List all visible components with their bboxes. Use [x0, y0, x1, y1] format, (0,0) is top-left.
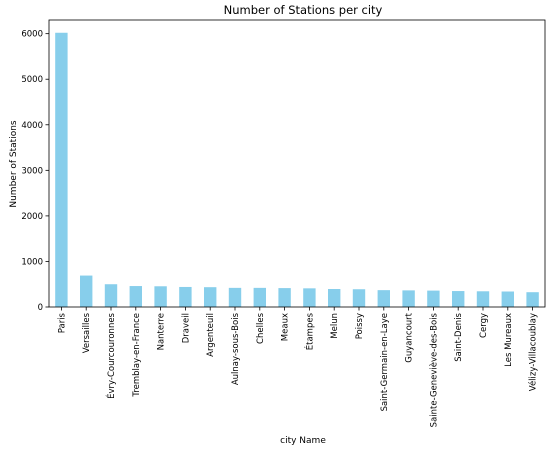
x-tick-label-12: Poissy [355, 313, 365, 339]
x-axis: Paris Versailles Évry-Courcouronnes Trembla… [57, 307, 539, 427]
y-tick-label-5: 5000 [21, 75, 43, 85]
x-tick-label-1: Versailles [82, 312, 92, 353]
y-axis-label: Number of Stations [9, 120, 19, 208]
y-tick-label-1: 1000 [21, 257, 43, 267]
y-tick-label-2: 2000 [21, 212, 43, 222]
x-tick-label-10: Étampes [303, 312, 315, 350]
x-axis-label: city Name [280, 436, 326, 446]
bars-group [55, 32, 539, 307]
x-tick-label-9: Meaux [281, 313, 291, 341]
x-tick-label-3: Tremblay-en-France [132, 313, 142, 398]
x-tick-label-0: Paris [57, 312, 67, 333]
plot-frame [48, 19, 546, 308]
y-axis: 0 1000 2000 3000 4000 5000 6000 [21, 30, 49, 313]
x-tick-label-6: Argenteuil [206, 313, 216, 357]
bar-3 [129, 286, 142, 307]
bar-5 [179, 286, 192, 307]
bar-2 [104, 284, 118, 307]
x-tick-label-8: Chelles [256, 312, 266, 344]
x-tick-label-4: Nanterre [157, 313, 167, 350]
x-tick-label-16: Saint-Denis [454, 312, 464, 361]
y-tick-label-0: 0 [38, 303, 43, 313]
x-tick-label-17: Cergy [479, 313, 489, 338]
x-tick-label-13: Saint-Germain-en-Laye [380, 313, 390, 411]
x-tick-label-7: Aulnay-sous-Bois [231, 312, 241, 385]
x-tick-label-14: Guyancourt [405, 312, 415, 362]
x-tick-label-15: Sainte-Geneviève-des-Bois [428, 312, 439, 427]
x-tick-label-11: Melun [330, 313, 340, 339]
y-tick-label-6: 6000 [21, 30, 43, 40]
x-tick-label-18: Les Mureaux [504, 313, 514, 367]
bar-1 [80, 275, 93, 307]
y-tick-label-3: 3000 [21, 166, 43, 176]
bar-17 [476, 291, 490, 307]
chart-title: Number of Stations per city [224, 3, 383, 17]
bar-13 [377, 290, 390, 307]
bar-18 [501, 291, 514, 307]
bar-14 [402, 290, 415, 307]
bar-8 [253, 287, 266, 307]
bar-15 [427, 290, 440, 307]
x-tick-label-19: Vélizy-Villacoublay [528, 313, 539, 391]
bar-12 [352, 289, 366, 307]
bar-9 [278, 288, 291, 307]
bar-0 [55, 32, 68, 307]
bar-11 [328, 289, 341, 307]
x-tick-label-5: Draveil [181, 313, 191, 343]
bar-16 [452, 291, 465, 307]
y-tick-label-4: 4000 [21, 121, 43, 131]
x-tick-label-2: Évry-Courcouronnes [105, 312, 117, 398]
bar-19 [526, 292, 539, 307]
bar-6 [204, 287, 217, 307]
bar-10 [303, 288, 316, 307]
bar-7 [228, 287, 242, 307]
bar-4 [154, 286, 167, 307]
